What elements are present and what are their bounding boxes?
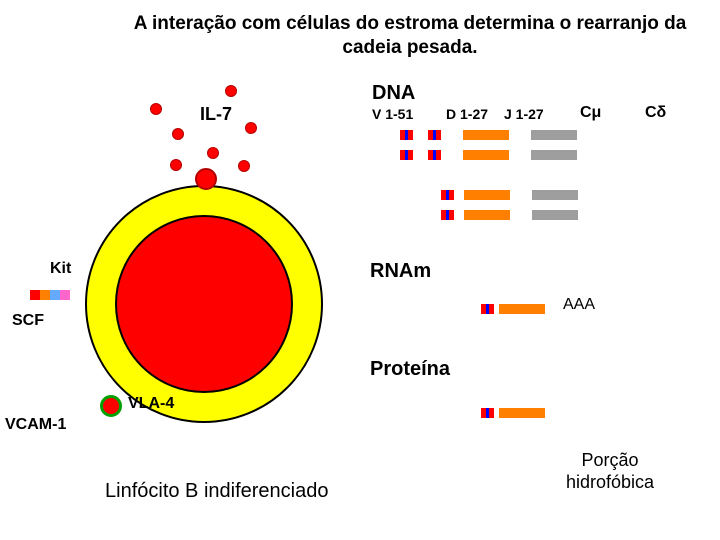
gene-segment <box>499 408 545 418</box>
bottom-caption: Linfócito B indiferenciado <box>105 480 328 503</box>
scf-segment <box>50 290 60 300</box>
rnam-label: RNAm <box>370 260 431 283</box>
scf-bar <box>30 290 70 300</box>
dna-label: DNA <box>372 82 415 105</box>
il7-dot <box>225 85 237 97</box>
vla4-dot <box>100 395 122 417</box>
dna-row <box>400 130 577 140</box>
gene-segment <box>464 190 510 200</box>
kit-label: Kit <box>50 260 71 278</box>
cmu-label: Cμ <box>580 104 601 122</box>
scf-segment <box>60 290 70 300</box>
gene-segment <box>510 210 532 220</box>
gene-segment <box>441 150 463 160</box>
gene-segment <box>509 130 531 140</box>
gene-segment <box>413 150 428 160</box>
gene-segment <box>463 130 509 140</box>
gene-segment <box>441 130 463 140</box>
il7-receptor-dot <box>195 168 217 190</box>
gene-segment <box>532 210 578 220</box>
v-label: V 1-51 <box>372 106 413 122</box>
proteina-label: Proteína <box>370 358 450 381</box>
il7-dot <box>207 147 219 159</box>
gene-segment <box>413 130 428 140</box>
gene-segment <box>499 304 545 314</box>
vcam1-label: VCAM-1 <box>5 416 66 434</box>
d-label: D 1-27 <box>446 106 488 122</box>
scf-label: SCF <box>12 312 44 330</box>
scf-segment <box>30 290 40 300</box>
j-label: J 1-27 <box>504 106 544 122</box>
page-title: A interação com células do estroma deter… <box>130 12 690 60</box>
cdelta-label: Cδ <box>645 104 666 122</box>
il7-label: IL-7 <box>200 104 232 125</box>
il7-dot <box>170 159 182 171</box>
dna-row <box>441 190 578 200</box>
proteina-row <box>481 408 545 418</box>
dna-row <box>400 150 577 160</box>
gene-segment <box>532 190 578 200</box>
gene-segment <box>454 210 464 220</box>
gene-segment <box>509 150 531 160</box>
vla4-label: VLA-4 <box>128 395 174 413</box>
scf-segment <box>40 290 50 300</box>
aaa-label: AAA <box>563 296 595 314</box>
dna-row <box>441 210 578 220</box>
rnam-row <box>481 304 545 314</box>
gene-segment <box>454 190 464 200</box>
il7-dot <box>245 122 257 134</box>
gene-segment <box>463 150 509 160</box>
il7-dot <box>172 128 184 140</box>
il7-dot <box>150 103 162 115</box>
gene-segment <box>531 150 577 160</box>
il7-dot <box>238 160 250 172</box>
porcao-label: Porção hidrofóbica <box>540 450 680 493</box>
gene-segment <box>464 210 510 220</box>
gene-segment <box>510 190 532 200</box>
gene-segment <box>531 130 577 140</box>
lymphocyte-inner <box>115 215 293 393</box>
